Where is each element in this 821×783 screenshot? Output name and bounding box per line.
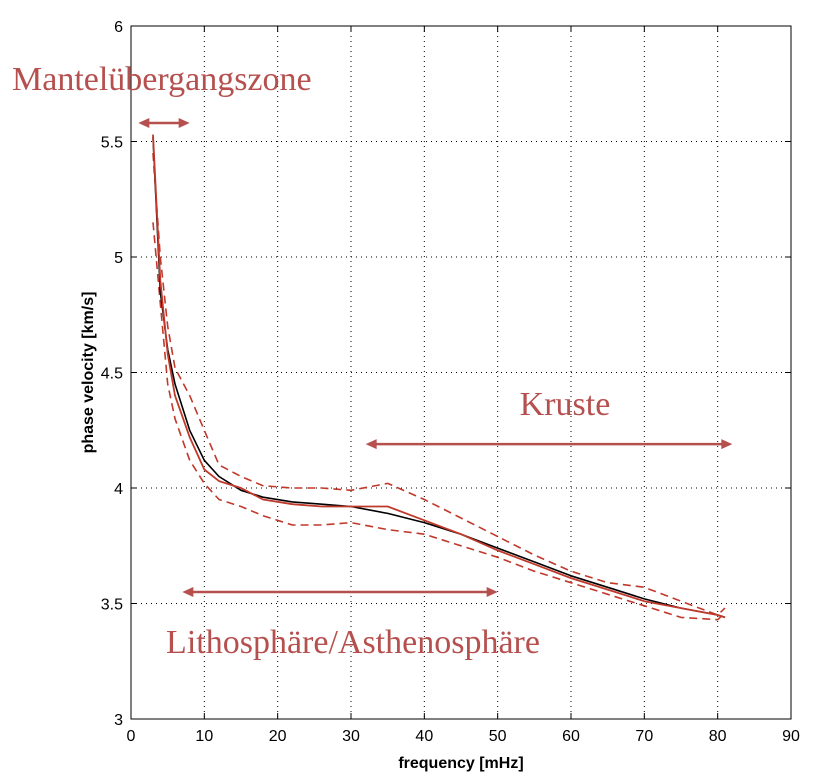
grid-lines bbox=[131, 26, 791, 719]
x-tick-label: 90 bbox=[782, 728, 800, 745]
ticks-group: 0 10 20 30 40 50 60 70 80 90 3 3.5 4 4.5 5 5.5 6 bbox=[101, 19, 800, 745]
x-tick-label: 0 bbox=[127, 728, 136, 745]
upper-bound-curve bbox=[152, 152, 726, 616]
x-tick-label: 70 bbox=[635, 728, 653, 745]
lower-bound-curve bbox=[152, 222, 726, 621]
reference-curve bbox=[152, 136, 726, 619]
annotation-arrowhead-left bbox=[182, 586, 194, 597]
annotations-group: Mantelübergangszone Kruste Lithosphäre/Ast… bbox=[12, 61, 733, 661]
x-tick-label: 30 bbox=[342, 728, 360, 745]
y-tick-label: 3 bbox=[114, 712, 123, 729]
y-tick-label: 5 bbox=[114, 250, 123, 267]
series-group bbox=[152, 134, 726, 621]
x-axis-label: frequency [mHz] bbox=[398, 755, 523, 772]
x-tick-label: 10 bbox=[195, 728, 213, 745]
annotation-arrowhead-left bbox=[365, 439, 377, 450]
measured-curve bbox=[152, 134, 726, 619]
x-tick-label: 60 bbox=[562, 728, 580, 745]
y-tick-label: 5.5 bbox=[101, 135, 123, 152]
annotation-arrowhead-right bbox=[178, 118, 190, 129]
annotation-arrowhead-right bbox=[721, 439, 733, 450]
annotation-label: Lithosphäre/Asthenosphäre bbox=[166, 624, 540, 661]
y-tick-label: 6 bbox=[114, 19, 123, 36]
y-tick-label: 4.5 bbox=[101, 366, 123, 383]
annotation-arrowhead-right bbox=[486, 586, 498, 597]
x-tick-label: 50 bbox=[489, 728, 507, 745]
annotation-label: Mantelübergangszone bbox=[12, 61, 312, 98]
x-tick-label: 80 bbox=[709, 728, 727, 745]
y-tick-label: 4 bbox=[114, 481, 123, 498]
y-axis-label: phase velocity [km/s] bbox=[80, 292, 97, 454]
y-tick-label: 3.5 bbox=[101, 597, 123, 614]
x-tick-label: 20 bbox=[269, 728, 287, 745]
annotation-arrowhead-left bbox=[138, 118, 150, 129]
x-tick-label: 40 bbox=[415, 728, 433, 745]
annotation-label: Kruste bbox=[520, 386, 611, 423]
